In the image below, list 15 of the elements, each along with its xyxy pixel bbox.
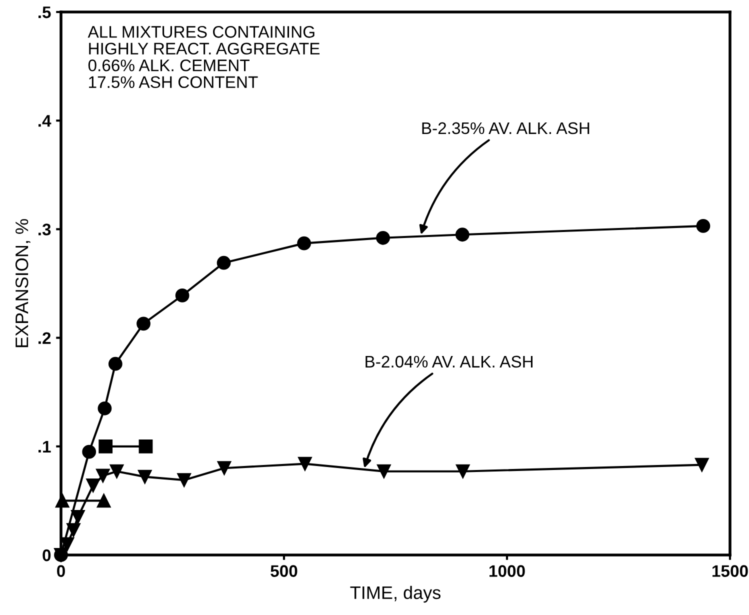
annotation: B-2.35% AV. ALK. ASH xyxy=(422,122,590,134)
y-axis-title: EXPANSION, % xyxy=(15,219,30,348)
annotation: ALL MIXTURES CONTAINING HIGHLY REACT. AGGREGATE 0.66% ALK. CEMENT 17.5% ASH CONTENT xyxy=(88,26,320,88)
annotation: B-2.04% AV. ALK. ASH xyxy=(366,356,532,368)
y-tick-label: .4 xyxy=(38,115,52,127)
x-tick-label: 1500 xyxy=(712,565,748,577)
x-axis-title: TIME, days xyxy=(350,586,440,603)
y-tick-label: 0 xyxy=(42,549,51,562)
y-tick-label: .2 xyxy=(38,332,51,344)
x-tick-label: 1000 xyxy=(490,565,525,577)
y-tick-label: .5 xyxy=(38,6,51,18)
y-tick-label: .3 xyxy=(38,224,51,236)
x-tick-label: 0 xyxy=(57,565,65,577)
x-tick-label: 500 xyxy=(270,565,298,577)
y-tick-label: .1 xyxy=(38,440,51,452)
